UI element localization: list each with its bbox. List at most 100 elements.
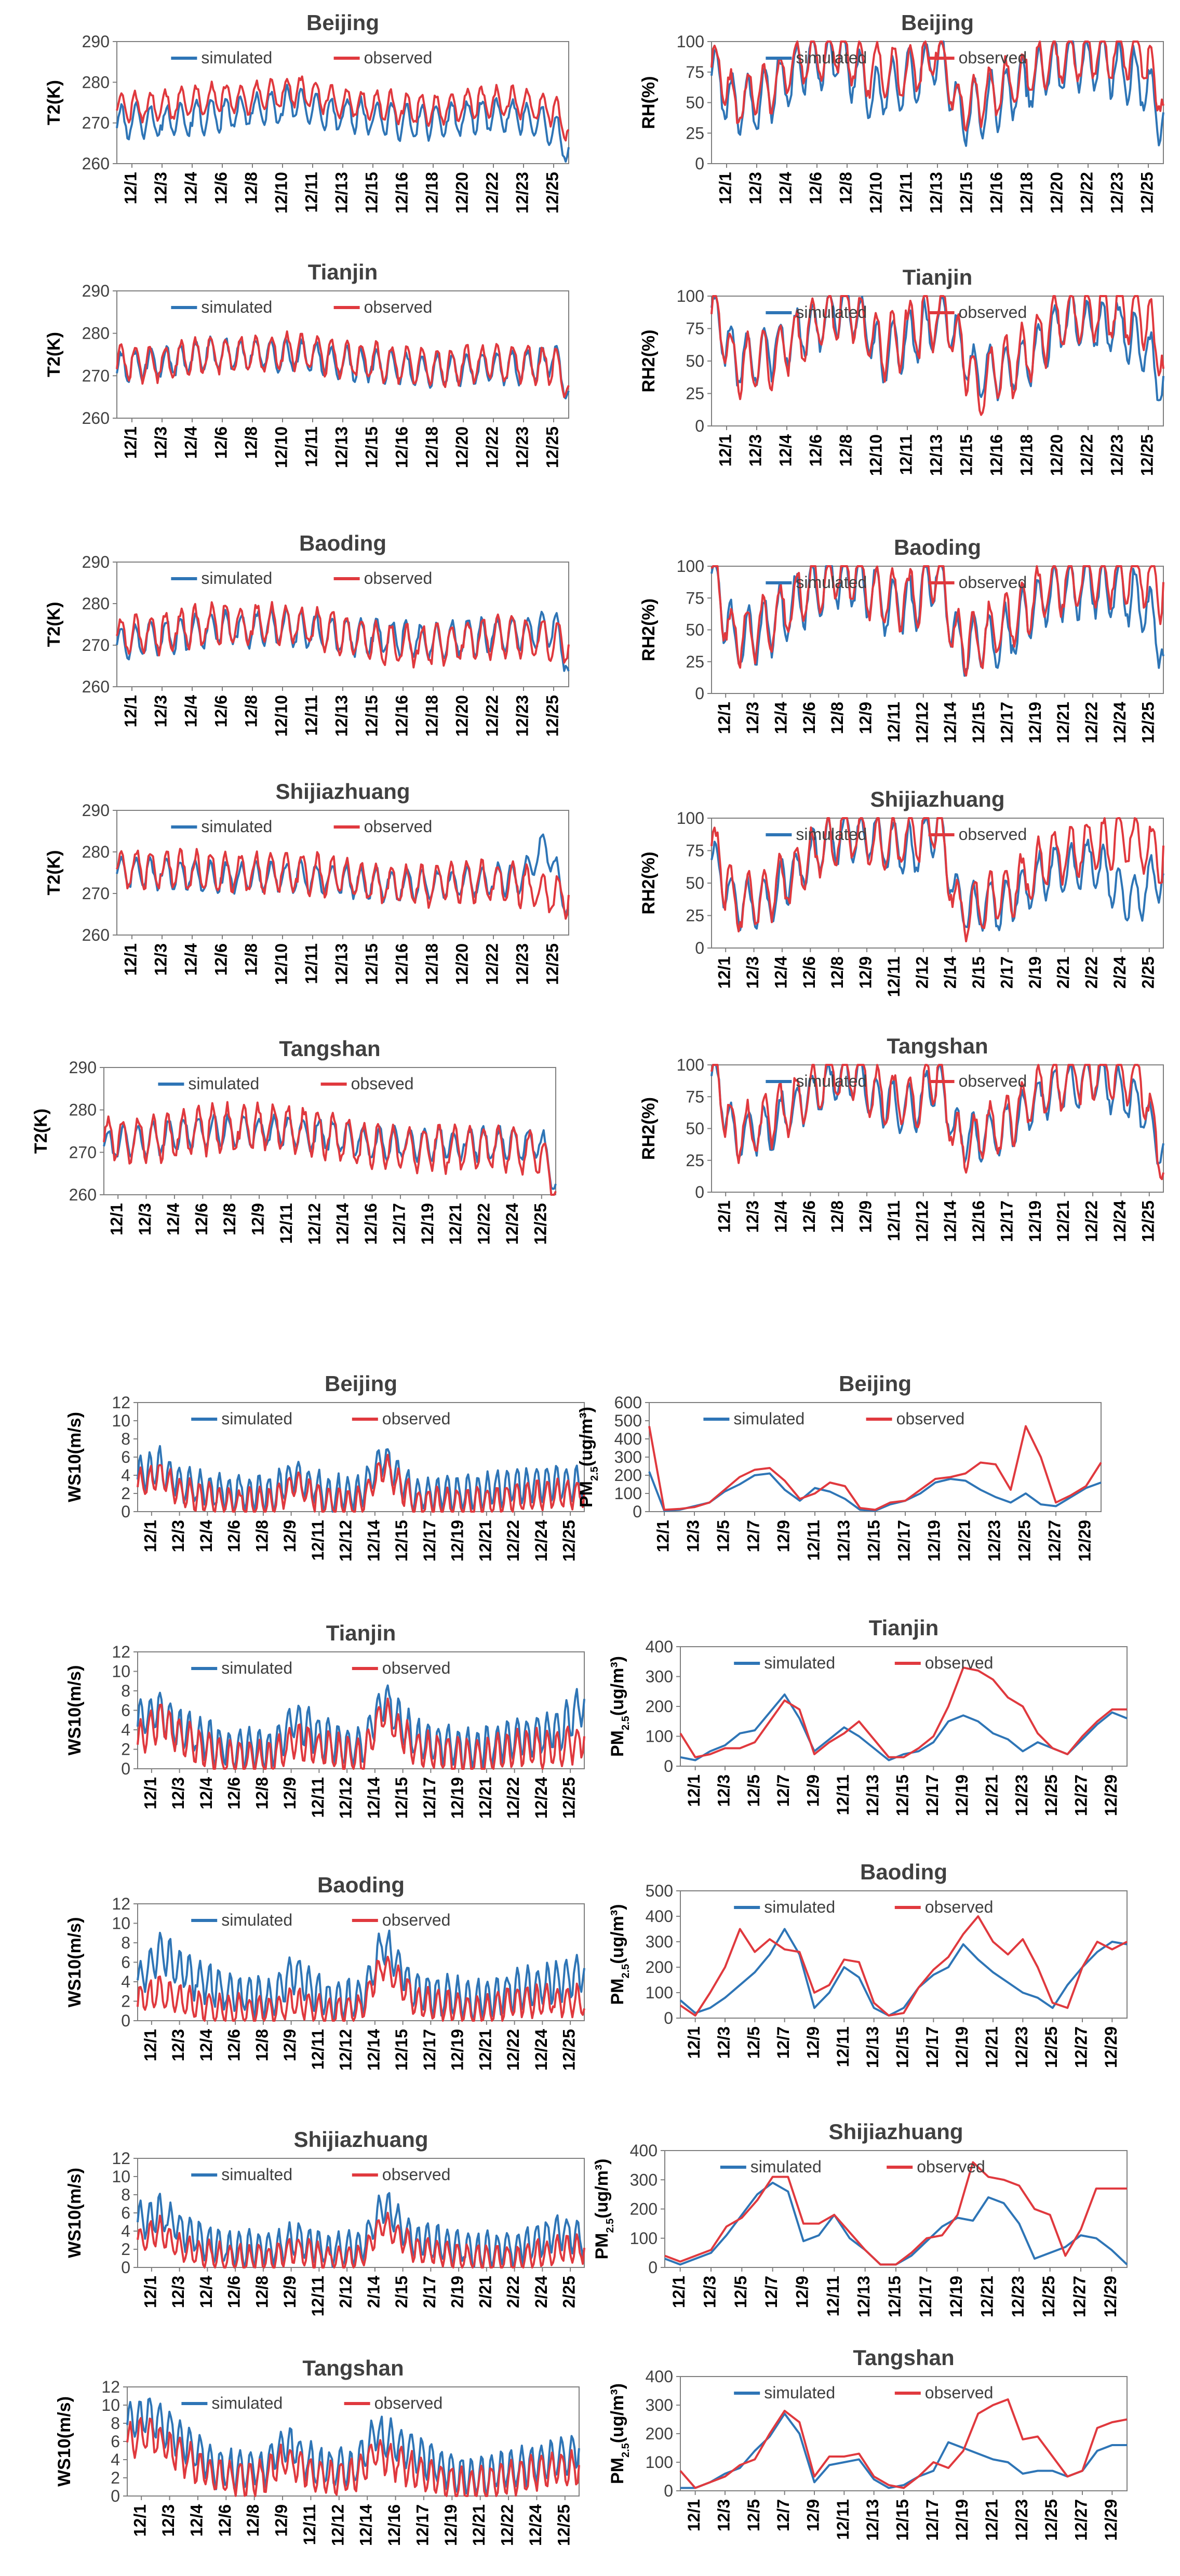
x-tick-label: 12/18 (1017, 172, 1036, 213)
chart-title: Baoding (860, 1860, 947, 1884)
x-tick-label: 12/4 (197, 2276, 216, 2308)
x-tick-label: 12/19 (448, 1520, 467, 1561)
legend-label-observed: observed (925, 1653, 994, 1672)
x-tick-label: 2/24 (532, 2276, 551, 2308)
x-tick-label: 12/11 (277, 1203, 296, 1244)
x-tick-label: 12/3 (714, 1774, 733, 1807)
x-tick-label: 2/21 (1054, 956, 1072, 989)
y-tick-label: 0 (648, 2258, 658, 2277)
legend-label-observed: observed (896, 1409, 965, 1428)
x-tick-label: 12/1 (669, 2276, 688, 2308)
chart-tianjin-rh2: Tianjin 0 25 50 75 100 RH2(%) 12/1 12/3 12/4 12/6 1… (639, 265, 1164, 476)
x-tick-label: 12/21 (446, 1203, 465, 1245)
y-axis-label: RH2(%) (639, 1097, 659, 1160)
chart-title: Shijiazhuang (870, 787, 1004, 811)
y-axis-label: PM2.5(ug/m³) (608, 1904, 632, 2005)
series-line-observed (710, 817, 1164, 943)
x-tick-label: 12/16 (392, 943, 411, 985)
y-tick-label: 100 (677, 32, 704, 51)
x-tick-label: 12/3 (159, 2504, 178, 2537)
x-tick-label: 12/1 (685, 2026, 703, 2059)
y-tick-label: 260 (82, 154, 110, 173)
series-line-observed (116, 601, 570, 669)
x-tick-label: 12/15 (392, 2029, 411, 2071)
x-tick-label: 12/24 (532, 1520, 551, 1561)
x-tick-label: 12/29 (1102, 2026, 1120, 2068)
x-tick-label: 12/4 (164, 1203, 182, 1235)
x-tick-label: 12/17 (923, 1774, 942, 1816)
y-tick-label: 75 (686, 842, 704, 860)
x-tick-label: 12/15 (362, 426, 381, 468)
x-tick-label: 12/16 (987, 172, 1005, 213)
x-tick-label: 12/20 (1047, 172, 1066, 213)
x-tick-label: 12/14 (941, 1200, 960, 1242)
x-tick-label: 12/27 (1070, 2276, 1089, 2317)
x-tick-label: 12/15 (969, 702, 988, 743)
chart-title: Baoding (317, 1873, 405, 1897)
y-tick-label: 200 (646, 2424, 673, 2443)
y-tick-label: 290 (69, 1058, 97, 1077)
legend-label-observed: observed (374, 2394, 443, 2412)
x-tick-label: 12/22 (482, 943, 501, 985)
x-tick-label: 12/3 (151, 172, 170, 204)
x-tick-label: 12/9 (249, 1203, 267, 1235)
chart-beijing-rh: Beijing 0 25 50 75 100 RH(%) 12/1 12/3 12/4 12/6 12… (639, 10, 1164, 213)
x-tick-label: 12/21 (470, 2504, 488, 2546)
x-tick-label: 12/9 (280, 2029, 299, 2061)
y-tick-label: 8 (121, 1933, 130, 1952)
x-tick-label: 12/25 (1137, 434, 1156, 476)
legend-label-simulated: simulated (764, 2383, 835, 2402)
x-tick-label: 12/15 (885, 2276, 904, 2317)
y-tick-label: 0 (695, 417, 704, 435)
y-tick-label: 6 (121, 1953, 130, 1972)
x-tick-label: 12/12 (328, 2504, 347, 2546)
x-tick-label: 12/19 (448, 1777, 467, 1819)
y-axis-label: WS10(m/s) (65, 2168, 85, 2258)
x-tick-label: 12/5 (714, 1520, 732, 1552)
y-axis-label: PM2.5(ug/m³) (608, 1656, 632, 1757)
x-tick-label: 12/3 (151, 426, 170, 459)
x-tick-label: 12/8 (828, 956, 847, 989)
x-tick-label: 12/3 (746, 434, 765, 466)
x-tick-label: 12/19 (947, 2276, 966, 2317)
x-tick-label: 12/1 (653, 1520, 672, 1552)
legend-label-observed: observed (917, 2157, 985, 2176)
x-tick-label: 12/17 (997, 1200, 1016, 1242)
legend-label-observed: observed (959, 573, 1027, 592)
series-line-observed (126, 2417, 580, 2497)
y-tick-label: 12 (112, 1393, 130, 1412)
y-tick-label: 75 (686, 589, 704, 607)
chart-shijiazhuang-t2-k: Shijiazhuang 260 270 280 290 T2(K) 12/1 12/3 12/… (44, 779, 570, 985)
x-tick-label: 2/19 (448, 2276, 467, 2308)
legend-label-observed: observed (364, 48, 433, 67)
x-tick-label: 12/23 (985, 1520, 1003, 1561)
y-tick-label: 200 (646, 1958, 673, 1977)
x-tick-label: 12/4 (181, 943, 200, 976)
x-tick-label: 12/4 (181, 172, 200, 204)
x-tick-label: 12/22 (1082, 1200, 1101, 1242)
x-tick-label: 12/24 (1110, 702, 1129, 743)
x-tick-label: 12/19 (953, 1774, 971, 1816)
y-tick-label: 300 (646, 2396, 673, 2414)
y-tick-label: 8 (121, 2185, 130, 2204)
x-tick-label: 12/3 (151, 695, 170, 727)
x-tick-label: 12/6 (211, 943, 230, 976)
x-tick-label: 12/6 (800, 956, 819, 989)
y-tick-label: 8 (121, 1430, 130, 1448)
x-tick-label: 12/23 (1012, 2026, 1031, 2068)
x-tick-label: 12/17 (420, 1520, 439, 1561)
x-tick-label: 12/22 (1077, 172, 1096, 213)
x-tick-label: 12/13 (863, 2026, 882, 2068)
x-tick-label: 12/15 (893, 2026, 911, 2068)
x-tick-label: 12/21 (476, 2029, 494, 2071)
x-tick-label: 2/24 (1110, 956, 1129, 989)
x-tick-label: 12/11 (884, 1200, 903, 1241)
y-tick-label: 25 (686, 652, 704, 671)
x-tick-label: 12/20 (452, 426, 471, 468)
x-tick-label: 12/11 (302, 695, 320, 736)
y-tick-label: 10 (112, 2167, 130, 2186)
x-tick-label: 12/4 (197, 2029, 216, 2061)
series-line-observed (137, 2211, 585, 2268)
series-line-observed (679, 1666, 1127, 1758)
x-tick-label: 12/3 (169, 1520, 187, 1552)
